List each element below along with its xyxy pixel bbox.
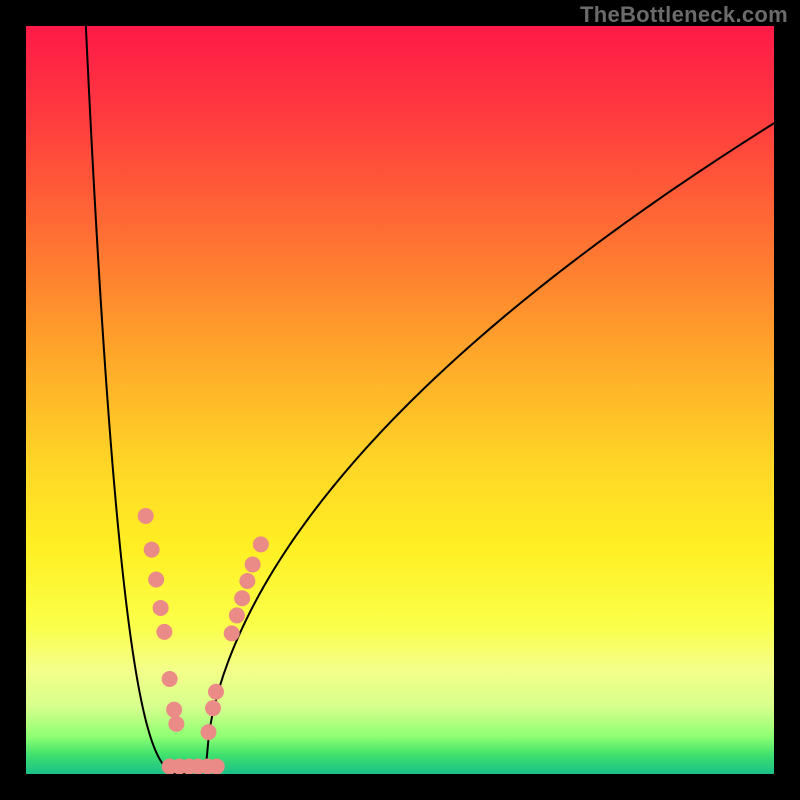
data-marker [144,542,159,557]
data-marker [224,626,239,641]
data-marker [240,574,255,589]
data-marker [169,716,184,731]
gradient-background [26,26,774,774]
plot-svg [26,26,774,774]
data-marker [235,591,250,606]
data-marker [206,701,221,716]
data-marker [209,759,224,774]
data-marker [138,508,153,523]
data-marker [149,572,164,587]
data-marker [157,624,172,639]
data-marker [253,537,268,552]
data-marker [153,600,168,615]
data-marker [229,608,244,623]
data-marker [162,672,177,687]
watermark-text: TheBottleneck.com [580,2,788,28]
data-marker [201,725,216,740]
data-marker [167,702,182,717]
plot-area [26,26,774,774]
data-marker [245,557,260,572]
data-marker [208,684,223,699]
figure-root: TheBottleneck.com [0,0,800,800]
